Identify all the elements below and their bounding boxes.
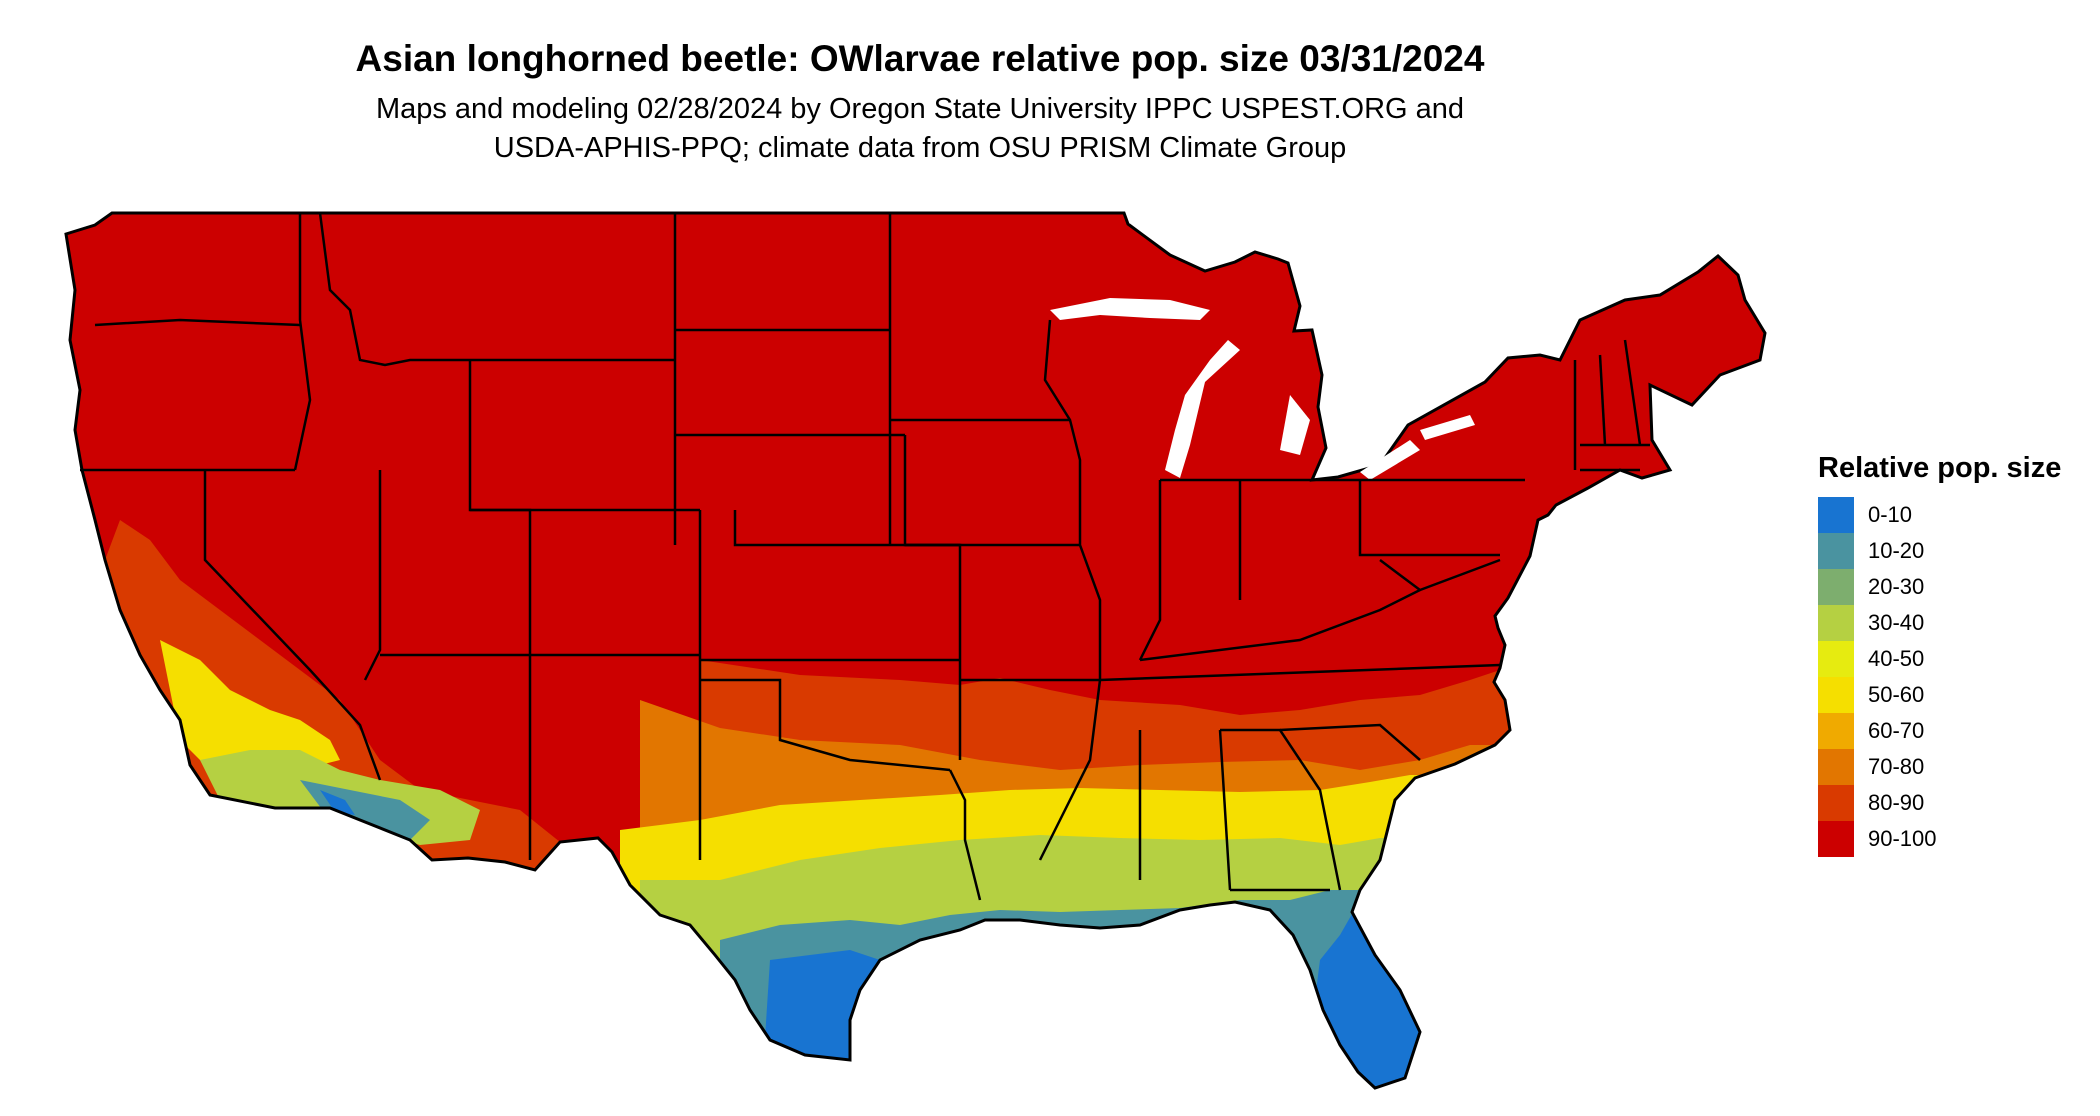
legend-swatch	[1818, 785, 1854, 821]
legend-item: 40-50	[1818, 641, 2061, 677]
map-subtitle-line-2: USDA-APHIS-PPQ; climate data from OSU PR…	[493, 132, 1347, 164]
legend-item: 0-10	[1818, 497, 2061, 533]
legend-item: 10-20	[1818, 533, 2061, 569]
legend-item: 80-90	[1818, 785, 2061, 821]
legend-label: 60-70	[1868, 718, 1925, 743]
legend-items: 0-10 10-20 20-30 30-40 40-50 50-60 60-70 70-80 8…	[1818, 497, 2061, 857]
legend-item: 90-100	[1818, 821, 2061, 857]
legend-swatch	[1818, 713, 1854, 749]
legend-swatch	[1818, 605, 1854, 641]
map-subtitle-line-1: Maps and modeling 02/28/2024 by Oregon S…	[375, 93, 1465, 125]
legend-swatch	[1818, 677, 1854, 713]
legend-title: Relative pop. size	[1818, 452, 2062, 484]
legend-item: 20-30	[1818, 569, 2061, 605]
legend-label: 10-20	[1868, 538, 1925, 563]
legend-swatch	[1818, 497, 1854, 533]
map-title: Asian longhorned beetle: OWlarvae relati…	[355, 38, 1485, 79]
legend-item: 30-40	[1818, 605, 2061, 641]
legend-label: 20-30	[1868, 574, 1925, 599]
legend-label: 0-10	[1868, 502, 1913, 527]
legend-item: 60-70	[1818, 713, 2061, 749]
legend-label: 70-80	[1868, 754, 1925, 779]
legend-label: 40-50	[1868, 646, 1925, 671]
legend-swatch	[1818, 569, 1854, 605]
legend-label: 80-90	[1868, 790, 1925, 815]
legend-item: 70-80	[1818, 749, 2061, 785]
legend-swatch	[1818, 821, 1854, 857]
legend-swatch	[1818, 749, 1854, 785]
legend-swatch	[1818, 533, 1854, 569]
legend-item: 50-60	[1818, 677, 2061, 713]
legend-label: 90-100	[1868, 826, 1937, 851]
legend-swatch	[1818, 641, 1854, 677]
map-legend: Relative pop. size 0-10 10-20 20-30 30-40 40…	[1818, 452, 2061, 857]
legend-label: 30-40	[1868, 610, 1925, 635]
legend-label: 50-60	[1868, 682, 1925, 707]
